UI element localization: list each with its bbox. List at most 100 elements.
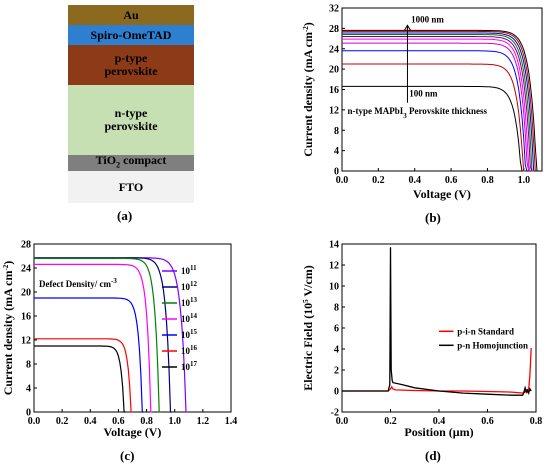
jv-curve-9 (342, 85, 523, 172)
layer-4-label: TiO2 compact (95, 153, 167, 170)
y-axis-label: Electric Field (105 V/cm) (301, 265, 315, 391)
x-tick-label: 0.0 (336, 175, 349, 186)
jv-curve-3 (34, 263, 153, 413)
layer-1-line-0: Spiro-OmeTAD (90, 27, 172, 42)
x-tick-label: 1.0 (518, 175, 531, 186)
layer-5: FTO (68, 171, 194, 203)
x-tick-label: 0.2 (384, 416, 397, 427)
x-axis-label: Position (μm) (404, 425, 473, 439)
jv-curve-6 (342, 42, 530, 172)
y-tick-label: 0 (334, 167, 339, 178)
layer-1: Spiro-OmeTAD (68, 25, 194, 45)
x-tick-label: 0.8 (140, 416, 153, 427)
panel-a: Au Spiro-OmeTAD p-type perovskite n-type pero… (60, 0, 210, 230)
layer-4: TiO2 compact (68, 153, 194, 171)
legend-label-0: 1011 (181, 264, 197, 276)
x-tick-label: 0.2 (372, 175, 385, 186)
y-tick-label: 12 (329, 261, 339, 272)
y-tick-label: 2 (334, 366, 339, 377)
x-tick-label: 0.0 (28, 416, 41, 427)
jv-curve-2 (342, 32, 536, 172)
arrow-head (404, 24, 411, 31)
x-tick-label: 0.6 (481, 416, 494, 427)
label-1000nm: 1000 nm (411, 14, 444, 24)
y-tick-label: 24 (329, 44, 339, 55)
x-tick-label: 0.8 (481, 175, 494, 186)
y-tick-label: 8 (334, 303, 339, 314)
legend-label-2: 1013 (181, 296, 198, 308)
layer-3: n-type perovskite (68, 85, 194, 155)
layer-2-line-1: perovskite (104, 64, 158, 78)
y-tick-label: 12 (21, 336, 31, 347)
legend-label-1: 1012 (181, 280, 198, 292)
field-curve-0 (342, 347, 532, 394)
layer-3-line-0: n-type (114, 106, 148, 120)
jv-curve-5 (342, 38, 531, 172)
x-tick-label: 1.2 (197, 416, 210, 427)
x-tick-label: 1.0 (168, 416, 181, 427)
chart-d: 0.0 0.2 0.4 0.6 0.8 -2 0 2 4 6 8 10 12 14 p-i-n Standa… (301, 240, 543, 440)
layer-2: p-type perovskite (68, 45, 194, 85)
jv-curve-3 (342, 34, 534, 172)
y-tick-label: 0 (334, 387, 339, 398)
panel-c-label: (c) (120, 448, 135, 463)
x-tick-label: 1.4 (225, 416, 238, 427)
x-tick-label: 0.4 (408, 175, 421, 186)
y-tick-label: 28 (21, 240, 31, 251)
jv-curve-1 (342, 30, 536, 172)
x-axis-label: Voltage (V) (104, 425, 162, 439)
jv-curve-5 (34, 338, 133, 413)
y-tick-label: 4 (26, 384, 31, 395)
jv-curve-6 (34, 345, 126, 413)
jv-curve-4 (342, 36, 533, 172)
jv-curve-0 (342, 29, 538, 172)
y-tick-label: 16 (329, 85, 339, 96)
x-tick-label: 0.6 (445, 175, 458, 186)
y-axis-label: Current density (mA cm-2) (301, 22, 315, 157)
y-tick-label: 12 (329, 105, 339, 116)
thickness-annotation: n-type MAPbI3 Perovskite thickness (347, 106, 487, 120)
defect-density-title: Defect Density/ cm-3 (39, 277, 117, 289)
y-tick-label: 4 (334, 345, 339, 356)
layer-5-line-0: FTO (118, 179, 144, 194)
y-tick-label: 32 (329, 4, 339, 15)
layer-3-line-1: perovskite (104, 119, 158, 133)
panel-d-label: (d) (425, 448, 441, 463)
layer-0-line-0: Au (123, 7, 139, 22)
layer-0: Au (68, 5, 194, 25)
layer-2-line-0: p-type (114, 51, 148, 65)
y-axis-label: Current density (mA cm-2) (1, 261, 15, 396)
y-tick-label: 10 (329, 282, 339, 293)
jv-curve-8 (342, 63, 526, 172)
y-tick-label: 20 (329, 65, 339, 76)
y-tick-label: 8 (26, 360, 31, 371)
y-tick-label: 4 (334, 146, 339, 157)
jv-curve-2 (34, 257, 161, 413)
panel-a-label: (a) (117, 208, 133, 223)
y-tick-label: 24 (21, 264, 31, 275)
legend-label-6: 1017 (181, 360, 198, 372)
legend-label-5: 1016 (181, 344, 198, 356)
x-axis-label: Voltage (V) (413, 187, 471, 201)
jv-curve-4 (34, 297, 144, 413)
y-tick-label: 14 (329, 240, 339, 251)
x-tick-label: 0.2 (56, 416, 69, 427)
label-100nm: 100 nm (409, 89, 438, 99)
y-tick-label: 6 (334, 324, 339, 335)
y-tick-label: 16 (21, 312, 31, 323)
device-stack: Au Spiro-OmeTAD p-type perovskite n-type pero… (68, 5, 194, 203)
field-curve-1 (342, 247, 532, 396)
jv-curve-1 (34, 257, 172, 413)
x-tick-label: 0.6 (112, 416, 125, 427)
chart-b: 0.0 0.2 0.4 0.6 0.8 1.0 0 4 8 12 16 20 24 28 32 1000 nm… (301, 4, 543, 201)
y-tick-label: 20 (21, 288, 31, 299)
x-tick-label: 0.0 (336, 416, 349, 427)
plot-frame (33, 243, 232, 413)
y-tick-label: 28 (329, 24, 339, 35)
plot-frame (341, 7, 543, 172)
legend-label-1: p-n Homojunction (457, 340, 528, 350)
x-tick-label: 0.4 (433, 416, 446, 427)
x-tick-label: 0.8 (530, 416, 543, 427)
y-tick-label: -2 (331, 408, 339, 419)
y-tick-label: 0 (26, 408, 31, 419)
